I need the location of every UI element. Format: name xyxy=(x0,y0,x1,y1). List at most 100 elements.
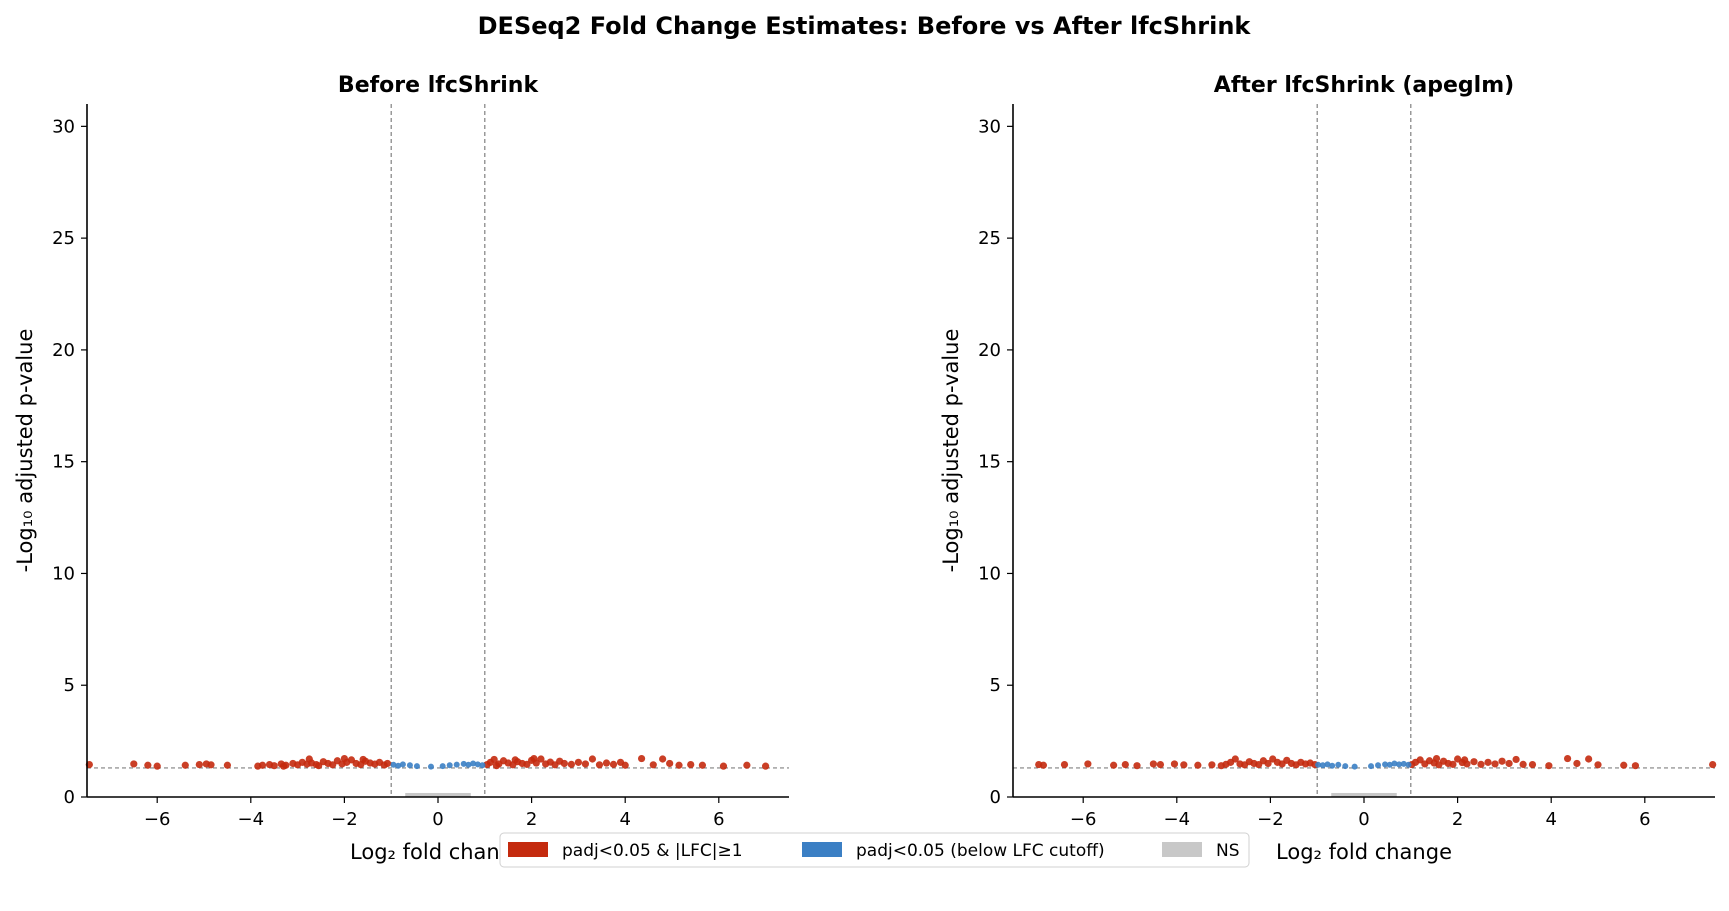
point-sig-only xyxy=(1382,761,1389,768)
x-tick-label: 6 xyxy=(713,809,724,830)
legend: padj<0.05 & |LFC|≥1 padj<0.05 (below LFC … xyxy=(499,832,1250,868)
x-tick-label: 2 xyxy=(1452,809,1463,830)
x-tick-label: 2 xyxy=(526,809,537,830)
point-sig-lfc xyxy=(1461,756,1469,764)
panel-2: After lfcShrink (apeglm) −6 −4 −2 0 2 4 6 0 5 10 15… xyxy=(939,73,1717,864)
point-sig-lfc xyxy=(523,760,531,768)
point-sig-lfc xyxy=(153,762,161,770)
point-sig-lfc xyxy=(1170,760,1179,768)
point-sig-lfc xyxy=(687,760,695,769)
point-sig-lfc xyxy=(1449,760,1457,768)
point-sig-only xyxy=(1315,761,1322,768)
point-sig-lfc xyxy=(195,760,203,769)
x-tick-label: −6 xyxy=(1070,809,1097,830)
point-sig-lfc xyxy=(1545,762,1553,770)
point-sig-lfc xyxy=(537,755,545,763)
y-tick-label: 30 xyxy=(52,116,75,137)
legend-label: padj<0.05 (below LFC cutoff) xyxy=(856,841,1105,861)
point-sig-only xyxy=(465,761,472,768)
point-sig-lfc xyxy=(1208,761,1216,769)
y-tick-label: 25 xyxy=(978,228,1001,249)
x-axis-label: Log₂ fold change xyxy=(1276,840,1452,864)
point-sig-lfc xyxy=(1528,760,1537,769)
point-sig-lfc xyxy=(1498,757,1506,765)
point-sig-only xyxy=(439,763,446,770)
point-sig-lfc xyxy=(1563,754,1572,763)
ns-points-band xyxy=(1331,792,1397,797)
legend-label: padj<0.05 & |LFC|≥1 xyxy=(562,841,743,861)
point-sig-lfc xyxy=(560,759,568,768)
point-sig-only xyxy=(395,762,402,769)
point-sig-only xyxy=(474,761,481,768)
y-tick-label: 15 xyxy=(52,452,75,473)
point-sig-lfc xyxy=(588,755,597,763)
point-sig-lfc xyxy=(1060,760,1069,769)
x-axis-label: Log₂ fold change xyxy=(350,840,526,864)
legend-item: NS xyxy=(1162,841,1240,861)
point-sig-lfc xyxy=(719,762,728,770)
point-sig-only xyxy=(1351,763,1358,770)
point-sig-only xyxy=(1324,761,1331,768)
point-sig-lfc xyxy=(1470,758,1478,766)
point-sig-lfc xyxy=(1231,755,1239,763)
points xyxy=(85,754,770,770)
point-sig-lfc xyxy=(567,760,575,768)
x-tick-label: 6 xyxy=(1639,809,1650,830)
x-tick-label: −6 xyxy=(144,809,171,830)
point-sig-lfc xyxy=(181,761,189,769)
point-sig-lfc xyxy=(581,760,590,768)
point-sig-lfc xyxy=(1133,762,1141,770)
y-tick-label: 0 xyxy=(990,787,1001,808)
legend-label: NS xyxy=(1216,841,1240,861)
x-tick-label: 0 xyxy=(1358,809,1369,830)
point-sig-only xyxy=(460,760,467,767)
point-sig-lfc xyxy=(1709,760,1717,769)
points xyxy=(1035,754,1717,770)
y-tick-label: 10 xyxy=(978,563,1001,584)
legend-swatch xyxy=(1162,842,1202,857)
x-tick-label: 0 xyxy=(432,809,443,830)
point-sig-lfc xyxy=(1477,760,1485,768)
legend-box xyxy=(499,832,1250,868)
point-sig-only xyxy=(446,762,453,769)
point-sig-lfc xyxy=(1484,758,1492,766)
point-sig-lfc xyxy=(340,754,348,763)
point-sig-lfc xyxy=(1194,761,1202,769)
point-sig-lfc xyxy=(1505,759,1513,768)
ns-points-band xyxy=(405,792,471,797)
point-sig-only xyxy=(1368,763,1375,770)
point-sig-lfc xyxy=(1264,759,1272,768)
point-sig-lfc xyxy=(659,755,667,763)
x-tick-label: −2 xyxy=(331,809,358,830)
y-tick-label: 25 xyxy=(52,228,75,249)
point-sig-lfc xyxy=(492,762,501,770)
point-sig-lfc xyxy=(258,761,267,769)
point-sig-lfc xyxy=(315,762,323,770)
point-sig-lfc xyxy=(305,755,313,763)
point-sig-lfc xyxy=(359,755,367,764)
point-sig-lfc xyxy=(511,756,519,764)
point-sig-only xyxy=(1342,763,1349,770)
point-sig-lfc xyxy=(1594,761,1602,769)
point-sig-lfc xyxy=(1573,759,1581,768)
point-sig-lfc xyxy=(1512,755,1520,764)
point-sig-only xyxy=(1405,761,1412,768)
y-tick-label: 0 xyxy=(64,787,75,808)
point-sig-lfc xyxy=(144,761,152,769)
point-sig-lfc xyxy=(698,761,707,769)
point-sig-only xyxy=(1386,761,1393,768)
y-axis-label: -Log₁₀ adjusted p-value xyxy=(13,329,37,573)
point-sig-lfc xyxy=(223,761,231,769)
point-sig-lfc xyxy=(1432,754,1441,763)
point-sig-lfc xyxy=(595,761,604,769)
point-sig-lfc xyxy=(1620,761,1628,769)
y-tick-label: 10 xyxy=(52,563,75,584)
panel-title: Before lfcShrink xyxy=(338,73,540,98)
y-axis-label: -Log₁₀ adjusted p-value xyxy=(939,329,963,573)
point-sig-lfc xyxy=(1121,760,1129,769)
point-sig-lfc xyxy=(609,760,618,768)
figure-title: DESeq2 Fold Change Estimates: Before vs … xyxy=(478,12,1252,40)
point-sig-lfc xyxy=(279,762,288,770)
point-sig-lfc xyxy=(1156,760,1165,769)
point-sig-only xyxy=(1396,761,1403,768)
